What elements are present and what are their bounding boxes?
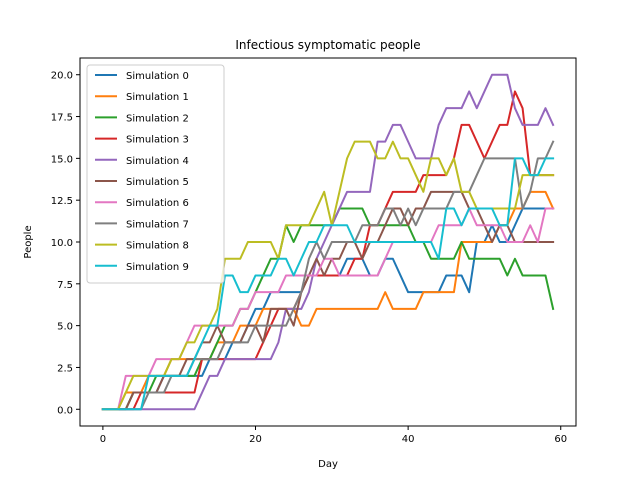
legend-label-0: Simulation 0 [126, 71, 189, 82]
x-tick-label: 40 [402, 434, 415, 445]
y-tick-label: 20.0 [51, 71, 73, 82]
legend-label-8: Simulation 8 [126, 241, 189, 252]
y-tick-label: 7.5 [57, 280, 73, 291]
legend-label-2: Simulation 2 [126, 113, 189, 124]
y-tick-label: 17.5 [51, 113, 73, 124]
legend: Simulation 0 Simulation 1 Simulation 2 Simu… [86, 64, 225, 284]
legend-label-7: Simulation 7 [126, 219, 189, 230]
y-tick-label: 15.0 [51, 154, 73, 165]
legend-label-3: Simulation 3 [126, 135, 189, 146]
y-tick-label: 12.5 [51, 196, 73, 207]
legend-box [86, 64, 225, 284]
legend-label-9: Simulation 9 [126, 262, 189, 273]
x-tick-label: 60 [554, 434, 567, 445]
x-tick-label: 20 [249, 434, 262, 445]
series-line-9 [101, 157, 555, 411]
y-axis-label: People [23, 225, 34, 258]
x-axis: 0 20 40 60 [100, 426, 567, 445]
x-axis-label: Day [318, 459, 338, 470]
legend-label-1: Simulation 1 [126, 92, 189, 103]
series-line-3 [101, 90, 555, 411]
series-layer [101, 73, 555, 411]
legend-label-5: Simulation 5 [126, 177, 189, 188]
y-axis: 0.0 2.5 5.0 7.5 10.0 12.5 15.0 17.5 20.0 [51, 71, 80, 416]
legend-label-4: Simulation 4 [126, 156, 189, 167]
y-tick-label: 5.0 [57, 322, 73, 333]
chart-title: Infectious symptomatic people [235, 38, 420, 52]
y-tick-label: 10.0 [51, 238, 73, 249]
series-line-4 [101, 73, 555, 411]
y-tick-label: 2.5 [57, 363, 73, 374]
legend-label-6: Simulation 6 [126, 198, 189, 209]
x-tick-label: 0 [100, 434, 106, 445]
y-tick-label: 0.0 [57, 405, 73, 416]
